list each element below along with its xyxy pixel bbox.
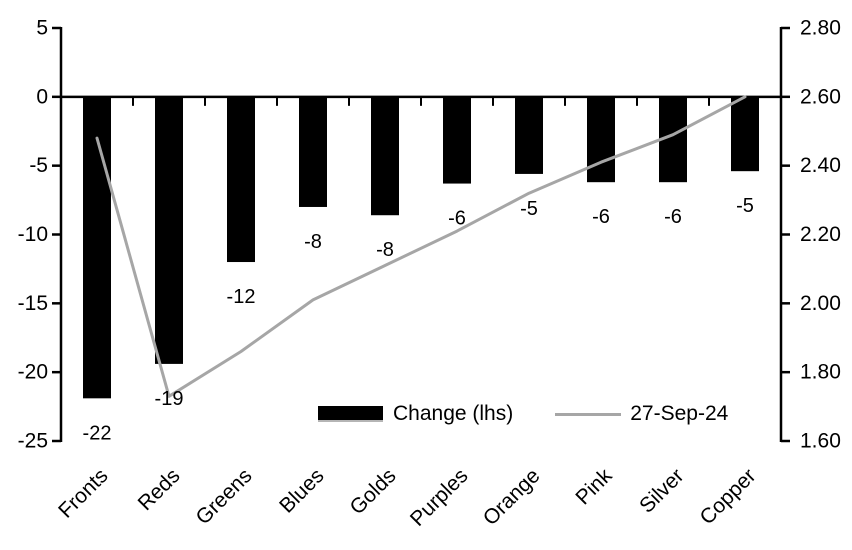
- left-axis-tick-label: -15: [18, 292, 48, 315]
- bar-value-label: -12: [227, 286, 256, 308]
- data-labels: -22 -19 -12 -8 -8 -6 -5 -6 -6 -5: [83, 195, 754, 444]
- line-series: [95, 95, 747, 398]
- left-axis-tick-label: -25: [18, 430, 48, 453]
- legend-item-bar: Change (lhs): [318, 402, 513, 426]
- right-axis-tick-label: 2.00: [800, 292, 841, 315]
- category-label-pink: Pink: [571, 464, 617, 510]
- legend: Change (lhs) 27-Sep-24: [318, 402, 728, 426]
- bar-value-label: -22: [83, 422, 112, 444]
- bar-value-label: -8: [376, 239, 394, 261]
- right-axis-tick-label: 2.20: [800, 223, 841, 246]
- bar-purples: [443, 96, 471, 184]
- right-axis-tick-label: 2.80: [800, 17, 841, 40]
- right-axis-tick-label: 2.60: [800, 85, 841, 108]
- bar-value-label: -8: [304, 231, 322, 253]
- category-label-fronts: Fronts: [54, 464, 112, 522]
- bar-golds: [371, 96, 399, 216]
- right-axis-tick-label: 1.80: [800, 361, 841, 384]
- left-axis-tick-label: 5: [36, 17, 48, 40]
- bar-greens: [227, 96, 255, 263]
- bar-value-label: -19: [155, 388, 184, 410]
- axes: 5 0 -5 -10 -15 -20 -25 2.80 2.60 2.40 2.20 2.00 1.80…: [18, 17, 841, 453]
- category-axis-labels: Fronts Reds Greens Blues Golds Purples Orange P…: [54, 464, 760, 531]
- line-swatch-icon: [555, 412, 622, 416]
- bar-blues: [299, 96, 327, 207]
- bar-pink: [587, 96, 615, 183]
- bar-value-label: -5: [736, 195, 754, 217]
- bar-value-label: -6: [448, 208, 466, 230]
- bar-reds: [155, 96, 183, 364]
- bar-fronts: [83, 96, 111, 399]
- category-label-golds: Golds: [345, 464, 400, 519]
- bar-copper: [731, 96, 759, 172]
- left-axis-tick-label: 0: [36, 85, 48, 108]
- left-axis-tick-label: -10: [18, 223, 48, 246]
- right-axis-tick-label: 1.60: [800, 430, 841, 453]
- category-label-orange: Orange: [479, 464, 545, 530]
- bar-swatch-icon: [318, 406, 383, 422]
- category-label-purples: Purples: [406, 464, 473, 531]
- category-label-silver: Silver: [635, 464, 688, 517]
- category-label-copper: Copper: [696, 464, 761, 529]
- bar-value-label: -5: [520, 198, 538, 220]
- legend-label-bar: Change (lhs): [393, 402, 514, 425]
- legend-item-line: 27-Sep-24: [555, 402, 728, 426]
- category-label-reds: Reds: [134, 464, 185, 515]
- bar-value-label: -6: [592, 206, 610, 228]
- left-axis-tick-label: -20: [18, 361, 48, 384]
- legend-label-line: 27-Sep-24: [630, 402, 729, 425]
- category-label-blues: Blues: [275, 464, 328, 517]
- right-axis-tick-label: 2.40: [800, 154, 841, 177]
- bar-value-label: -6: [664, 206, 682, 228]
- line-path: [95, 95, 747, 398]
- bar-orange: [515, 96, 543, 174]
- category-label-greens: Greens: [192, 464, 257, 529]
- left-axis-tick-label: -5: [29, 154, 48, 177]
